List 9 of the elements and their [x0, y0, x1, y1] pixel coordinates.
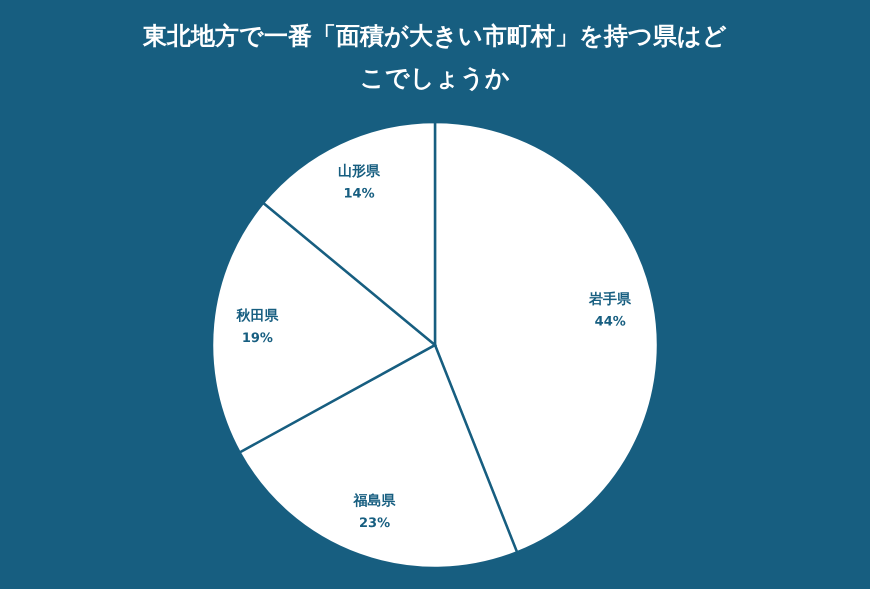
- slice-label: 山形県: [338, 164, 382, 180]
- data-label: 19%: [242, 331, 273, 346]
- data-label: 44%: [594, 314, 626, 330]
- chart-title: 東北地方で一番「面積が大きい市町村」を持つ県はどこでしょうか: [142, 22, 727, 92]
- data-label: 23%: [359, 516, 390, 531]
- data-label: 14%: [343, 186, 375, 202]
- slice-label: 秋田県: [235, 308, 280, 324]
- slice-label: 福島県: [352, 492, 397, 509]
- slice-label: 岩手県: [588, 290, 632, 308]
